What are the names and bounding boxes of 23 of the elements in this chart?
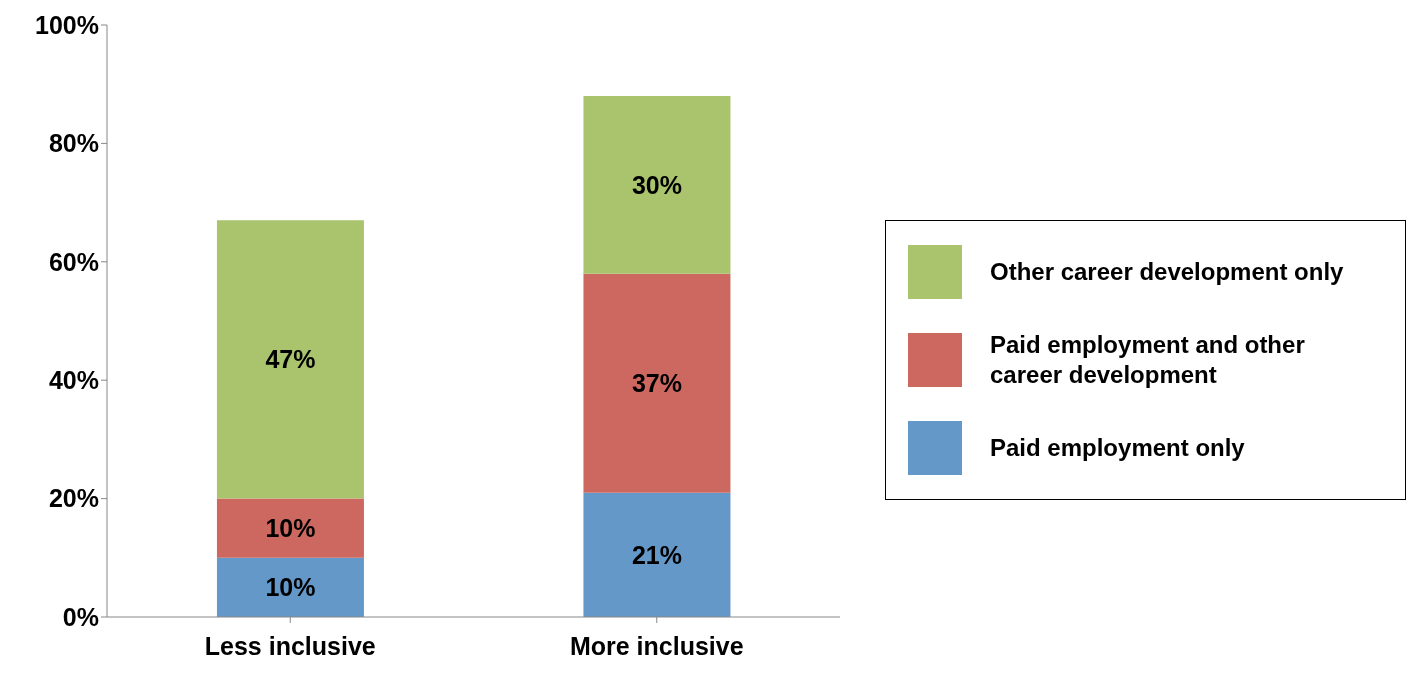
- data-label: 47%: [265, 345, 316, 374]
- data-label: 37%: [631, 369, 682, 398]
- bar: [583, 273, 731, 493]
- y-tick-label: 100%: [35, 10, 99, 39]
- y-tick-label: 60%: [48, 247, 99, 276]
- data-label: 10%: [265, 573, 316, 602]
- data-label: 30%: [631, 170, 682, 199]
- y-tick-label: 80%: [48, 129, 99, 158]
- bar: [583, 96, 731, 274]
- bar: [583, 492, 731, 617]
- data-label: 10%: [265, 514, 316, 543]
- x-tick-label: More inclusive: [569, 631, 744, 660]
- y-tick-label: 40%: [48, 366, 99, 395]
- bar: [216, 557, 364, 617]
- legend-label: Paid employment and other career development: [990, 330, 1306, 390]
- bar: [216, 498, 364, 558]
- x-tick-label: Less inclusive: [204, 631, 376, 660]
- bar: [216, 220, 364, 499]
- y-tick-label: 0%: [62, 602, 99, 631]
- legend-label: Paid employment only: [990, 433, 1246, 464]
- data-label: 21%: [631, 540, 682, 569]
- y-tick-label: 20%: [48, 484, 99, 513]
- legend-label: Other career development only: [990, 256, 1345, 287]
